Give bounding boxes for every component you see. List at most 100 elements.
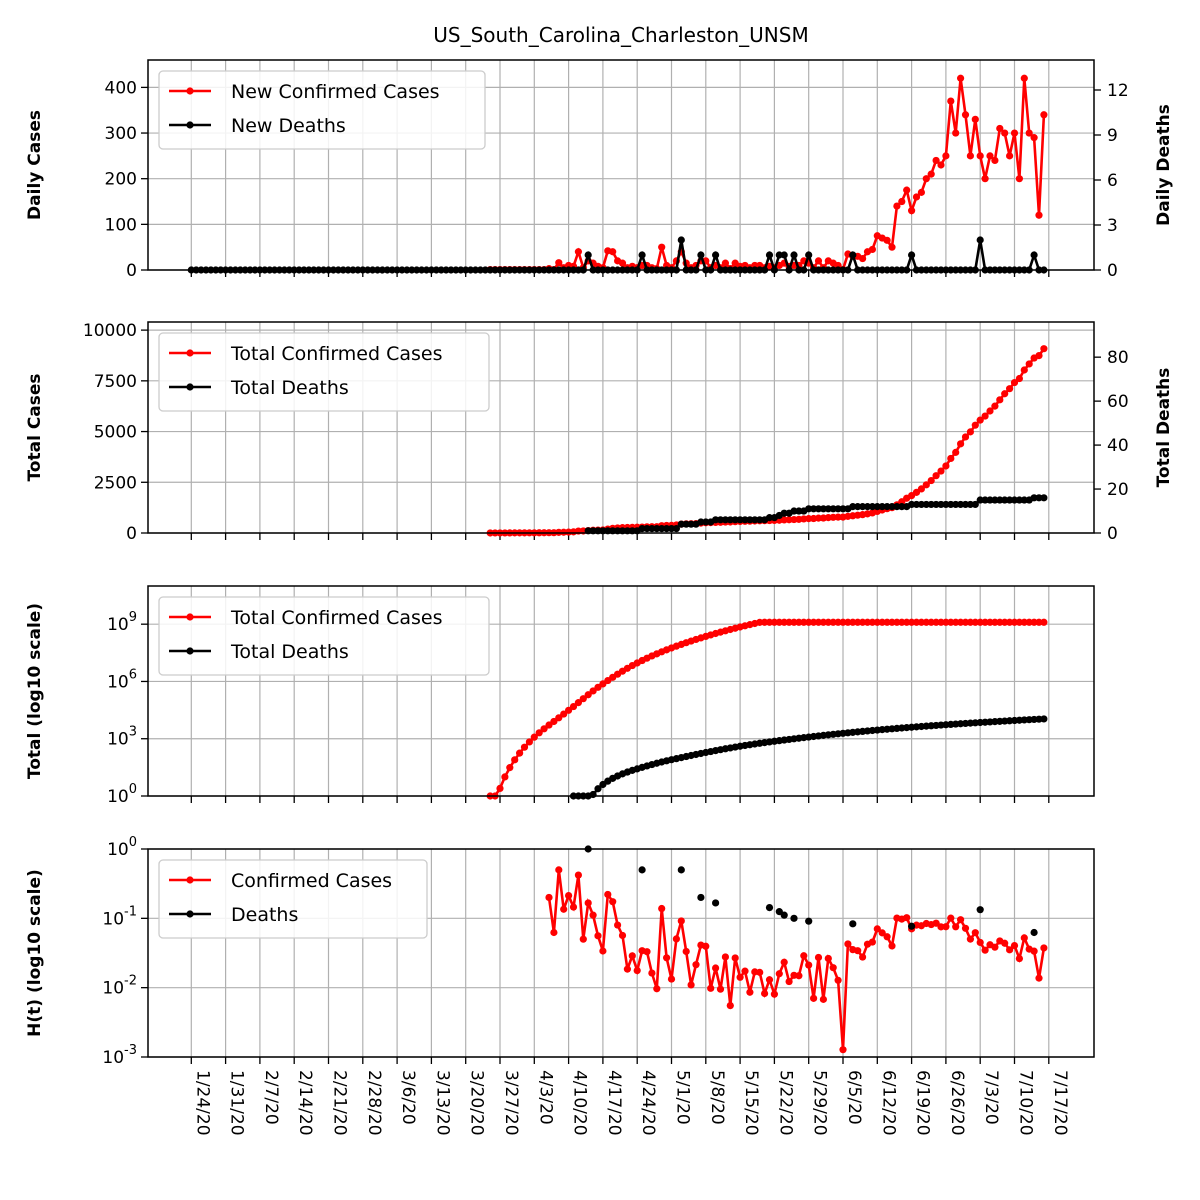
y-tick-label: 100	[107, 782, 137, 807]
daily-cases-point	[947, 97, 955, 105]
ht-cases-point	[981, 946, 989, 954]
y-tick-label: 103	[107, 725, 137, 750]
daily-deaths-point	[849, 251, 857, 259]
log-cases-point	[506, 764, 514, 772]
ht-cases-point	[726, 1001, 734, 1010]
ht-cases-point	[844, 940, 852, 948]
ht-cases-point	[785, 977, 793, 986]
y-tick-label: 10-2	[102, 974, 137, 999]
x-tick-label: 2/7/20	[261, 1070, 281, 1125]
ht-cases-point	[805, 961, 813, 969]
ht-cases-point	[623, 965, 632, 973]
ht-cases-point	[1040, 944, 1048, 952]
y-tick-label: 7500	[94, 372, 137, 392]
ht-cases-point	[966, 935, 975, 943]
log-cases-point	[535, 729, 543, 737]
log-cases-point	[511, 756, 519, 764]
daily-cases-point	[912, 193, 921, 201]
legend-marker	[186, 647, 194, 655]
ht-deaths-point	[908, 922, 916, 930]
ht-cases-point	[604, 890, 612, 899]
ht-cases-point	[991, 943, 999, 951]
daily-cases-point	[991, 156, 999, 165]
daily-cases-point	[898, 197, 906, 206]
y-tick-exponent: -2	[124, 974, 137, 989]
legend-label: Total Confirmed Cases	[230, 343, 443, 365]
ht-cases-point	[834, 976, 842, 984]
ht-deaths-point	[712, 899, 720, 907]
ht-cases-point	[780, 958, 788, 966]
ht-cases-point	[672, 935, 681, 943]
total-cases-point	[986, 407, 994, 415]
y-tick-label: 100	[105, 215, 137, 235]
legend-box	[158, 859, 428, 939]
y-right-tick-label: 60	[1107, 392, 1129, 412]
x-tick-label: 3/13/20	[432, 1070, 452, 1136]
ht-cases-point	[589, 911, 597, 919]
daily-deaths-point	[1030, 251, 1038, 259]
ht-cases-point	[707, 984, 715, 992]
log-cases-point	[584, 691, 592, 699]
total-cases-point	[937, 467, 945, 475]
total-deaths-point	[1040, 494, 1048, 502]
total-deaths-point	[971, 500, 979, 509]
ht-cases-point	[555, 866, 563, 874]
x-tick-label: 2/14/20	[295, 1070, 315, 1136]
total-cases-point	[976, 416, 984, 424]
daily-cases-point	[908, 207, 916, 215]
x-tick-label: 4/3/20	[535, 1070, 555, 1125]
ht-cases-point	[663, 954, 671, 962]
ht-cases-point	[829, 964, 837, 972]
total-cases-point	[947, 454, 955, 463]
x-tick-label: 3/6/20	[398, 1070, 418, 1125]
ht-cases-line	[547, 869, 1046, 1050]
ht-cases-point	[560, 905, 568, 913]
ht-cases-point	[1006, 946, 1014, 954]
legend-marker	[186, 121, 194, 129]
ht-cases-point	[883, 933, 891, 941]
ht-cases-point	[712, 964, 720, 972]
y-right-tick-label: 12	[1107, 81, 1129, 101]
ht-cases-point	[976, 938, 984, 947]
ht-cases-point	[1020, 934, 1028, 942]
y-axis-label-right: Total Deaths	[1154, 368, 1174, 488]
ht-cases-point	[609, 898, 617, 906]
daily-cases-point	[1040, 111, 1048, 119]
daily-cases-point	[1030, 134, 1038, 142]
total-cases-point	[942, 462, 950, 470]
ht-cases-point	[594, 932, 602, 940]
legend-marker	[186, 349, 194, 357]
y-tick-exponent: 6	[129, 667, 137, 682]
daily-cases-point	[961, 111, 970, 119]
legend-label: New Deaths	[231, 115, 346, 137]
ht-cases-point	[947, 914, 955, 922]
y-axis-label: Total (log10 scale)	[25, 603, 45, 779]
legend-marker	[186, 613, 194, 621]
log-cases-point	[569, 702, 578, 711]
ht-cases-point	[839, 1046, 847, 1054]
ht-cases-point	[569, 903, 578, 911]
ht-cases-point	[648, 969, 656, 977]
ht-deaths-point	[697, 893, 705, 902]
daily-deaths-point	[697, 251, 705, 259]
y-tick-exponent: 9	[129, 610, 137, 625]
x-tick-label: 5/8/20	[707, 1070, 727, 1125]
daily-deaths-point	[712, 251, 720, 259]
daily-cases-point	[888, 243, 896, 251]
ht-deaths-point	[780, 911, 788, 919]
ht-deaths-point	[1030, 928, 1038, 937]
ht-cases-point	[1030, 947, 1038, 955]
daily-cases-point	[1035, 211, 1043, 219]
ht-cases-point	[770, 990, 779, 998]
log-cases-point	[589, 687, 597, 695]
daily-deaths-point	[790, 251, 798, 259]
ht-cases-point	[667, 975, 676, 983]
ht-cases-point	[687, 981, 695, 989]
ht-cases-point	[957, 916, 965, 924]
total-cases-point	[1015, 374, 1024, 383]
total-cases-point	[1035, 351, 1043, 360]
daily-cases-line	[490, 78, 1046, 272]
ht-cases-point	[746, 988, 754, 996]
x-tick-label: 5/15/20	[741, 1070, 761, 1136]
